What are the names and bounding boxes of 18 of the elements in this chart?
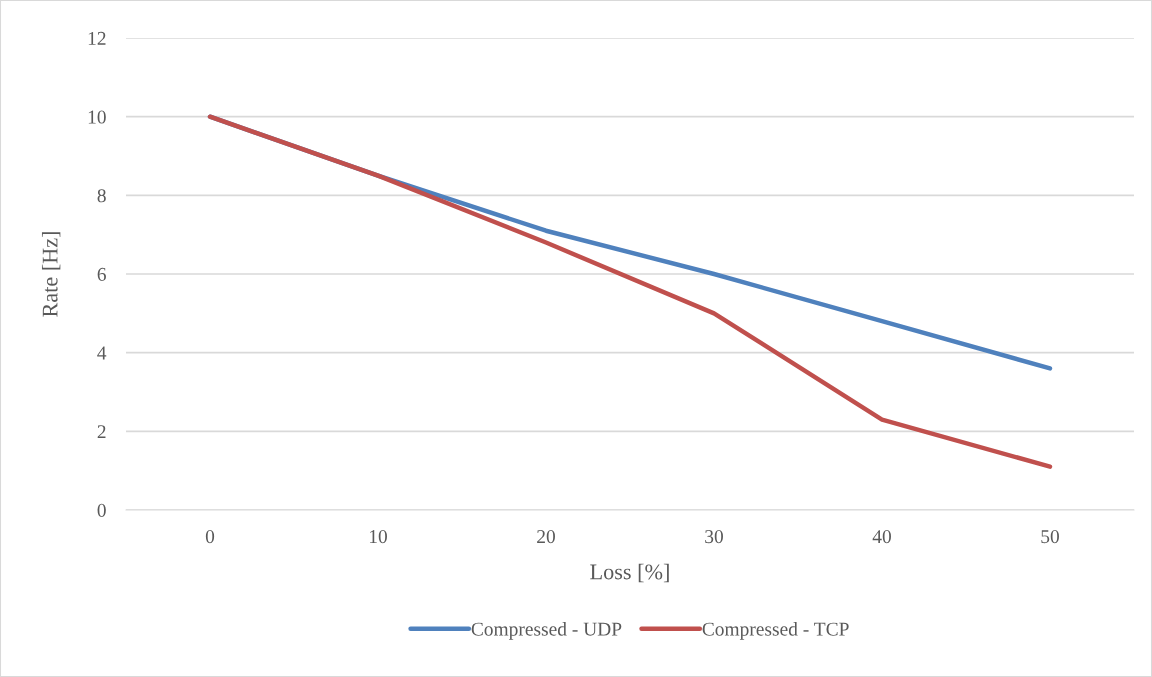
x-tick-label: 20: [537, 530, 555, 544]
line-series: [207, 114, 1053, 469]
legend-label: Compressed - TCP: [702, 622, 849, 640]
x-tick-label: 0: [205, 530, 215, 544]
y-tick-label: 2: [97, 425, 106, 439]
y-axis-title: Rate [Hz]: [41, 232, 61, 317]
y-tick-label: 4: [97, 346, 107, 360]
x-tick-label: 10: [369, 530, 387, 544]
y-tick-label: 6: [97, 267, 106, 281]
x-tick-label: 50: [1041, 530, 1059, 544]
y-tick-label: 8: [97, 189, 106, 203]
y-tick-label: 0: [97, 503, 106, 517]
x-tick-label: 40: [872, 530, 891, 544]
x-axis-title: Loss [%]: [590, 563, 669, 583]
x-tick-label: 30: [705, 530, 723, 544]
y-tick-label: 12: [88, 31, 106, 45]
legend-label: Compressed - UDP: [471, 622, 622, 640]
y-tick-label: 10: [88, 110, 106, 124]
